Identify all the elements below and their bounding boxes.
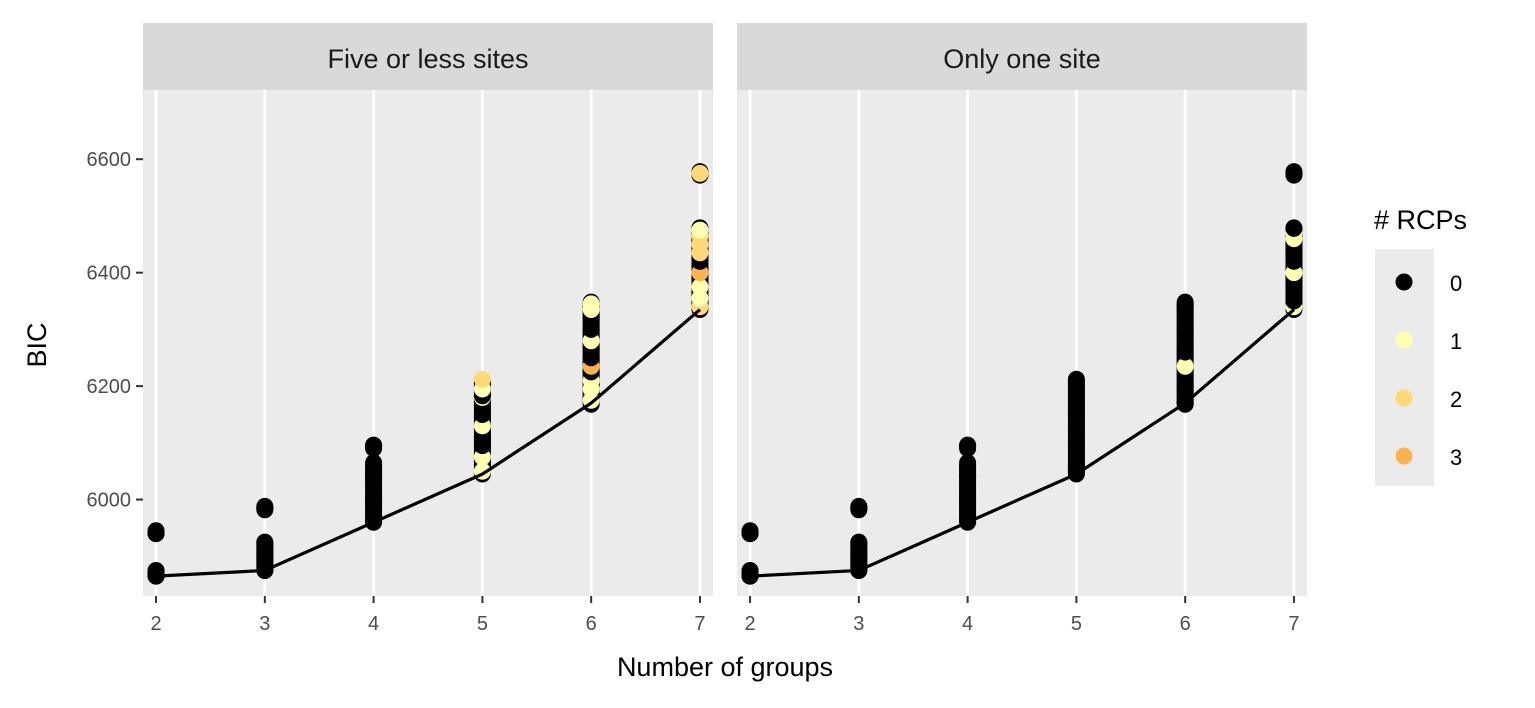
data-point <box>365 437 383 455</box>
x-tick-label: 7 <box>1288 613 1299 635</box>
plot-background <box>737 90 1307 596</box>
legend-key <box>1395 447 1413 465</box>
y-axis-label: BIC <box>22 322 52 367</box>
data-point <box>1285 278 1303 296</box>
data-point <box>850 499 868 517</box>
x-axis-label: Number of groups <box>617 652 833 682</box>
x-tick-label: 5 <box>1071 613 1082 635</box>
data-point <box>365 468 383 486</box>
data-point <box>1176 320 1194 338</box>
legend-label: 3 <box>1450 445 1462 470</box>
data-point <box>850 533 868 551</box>
legend-key <box>1395 331 1413 349</box>
data-point <box>365 454 383 472</box>
legend-label: 0 <box>1450 271 1462 296</box>
facet-title: Only one site <box>943 44 1101 74</box>
data-point <box>959 468 977 486</box>
data-point <box>473 370 491 388</box>
data-point <box>691 278 709 296</box>
data-point <box>256 547 274 565</box>
legend-key <box>1395 389 1413 407</box>
x-tick-label: 3 <box>853 613 864 635</box>
min-bic-line <box>749 308 1295 578</box>
facet-strip <box>737 23 1307 90</box>
legend: # RCPs 0 1 2 3 <box>1374 205 1467 486</box>
data-point <box>1285 219 1303 237</box>
y-tick-label: 6400 <box>87 263 132 285</box>
x-tick-label: 2 <box>744 613 755 635</box>
facet-title: Five or less sites <box>327 44 528 74</box>
data-point <box>256 533 274 551</box>
data-point <box>1067 370 1085 388</box>
data-point <box>959 454 977 472</box>
data-point <box>256 499 274 517</box>
data-point <box>1176 343 1194 361</box>
x-tick-label: 3 <box>259 613 270 635</box>
min-bic-line <box>155 308 701 578</box>
panels-layer: Five or less sites 2 3 4 5 6 7 6000 6200 6400 6600… <box>87 23 1307 635</box>
legend-items: 0 1 2 3 <box>1395 271 1462 470</box>
x-tick-label: 6 <box>1180 613 1191 635</box>
y-tick-label: 6600 <box>87 149 132 171</box>
data-point <box>147 522 165 540</box>
data-point <box>959 437 977 455</box>
data-point <box>691 164 709 182</box>
panel-1: Five or less sites 2 3 4 5 6 7 6000 6200 6400 6600 <box>87 23 713 635</box>
facet-strip <box>143 23 713 90</box>
y-tick-label: 6000 <box>87 490 132 512</box>
data-point <box>741 522 759 540</box>
x-tick-label: 5 <box>477 613 488 635</box>
data-point <box>1176 298 1194 316</box>
data-point <box>1067 405 1085 423</box>
data-point <box>1067 434 1085 452</box>
x-tick-label: 2 <box>150 613 161 635</box>
data-point <box>959 491 977 509</box>
panel-2: Only one site 2 3 4 5 6 7 <box>737 23 1307 635</box>
y-tick-label: 6200 <box>87 376 132 398</box>
plot-background <box>143 90 713 596</box>
legend-title: # RCPs <box>1374 205 1467 235</box>
legend-label: 2 <box>1450 387 1462 412</box>
data-point <box>1176 377 1194 395</box>
data-point <box>1285 292 1303 310</box>
x-tick-label: 7 <box>694 613 705 635</box>
data-point <box>1176 357 1194 375</box>
legend-key <box>1395 273 1413 291</box>
x-tick-label: 4 <box>368 613 379 635</box>
data-point <box>850 547 868 565</box>
x-tick-label: 6 <box>586 613 597 635</box>
data-point <box>1285 164 1303 182</box>
data-point <box>365 491 383 509</box>
legend-label: 1 <box>1450 329 1462 354</box>
data-point <box>582 295 600 313</box>
x-tick-label: 4 <box>962 613 973 635</box>
data-point <box>691 221 709 239</box>
